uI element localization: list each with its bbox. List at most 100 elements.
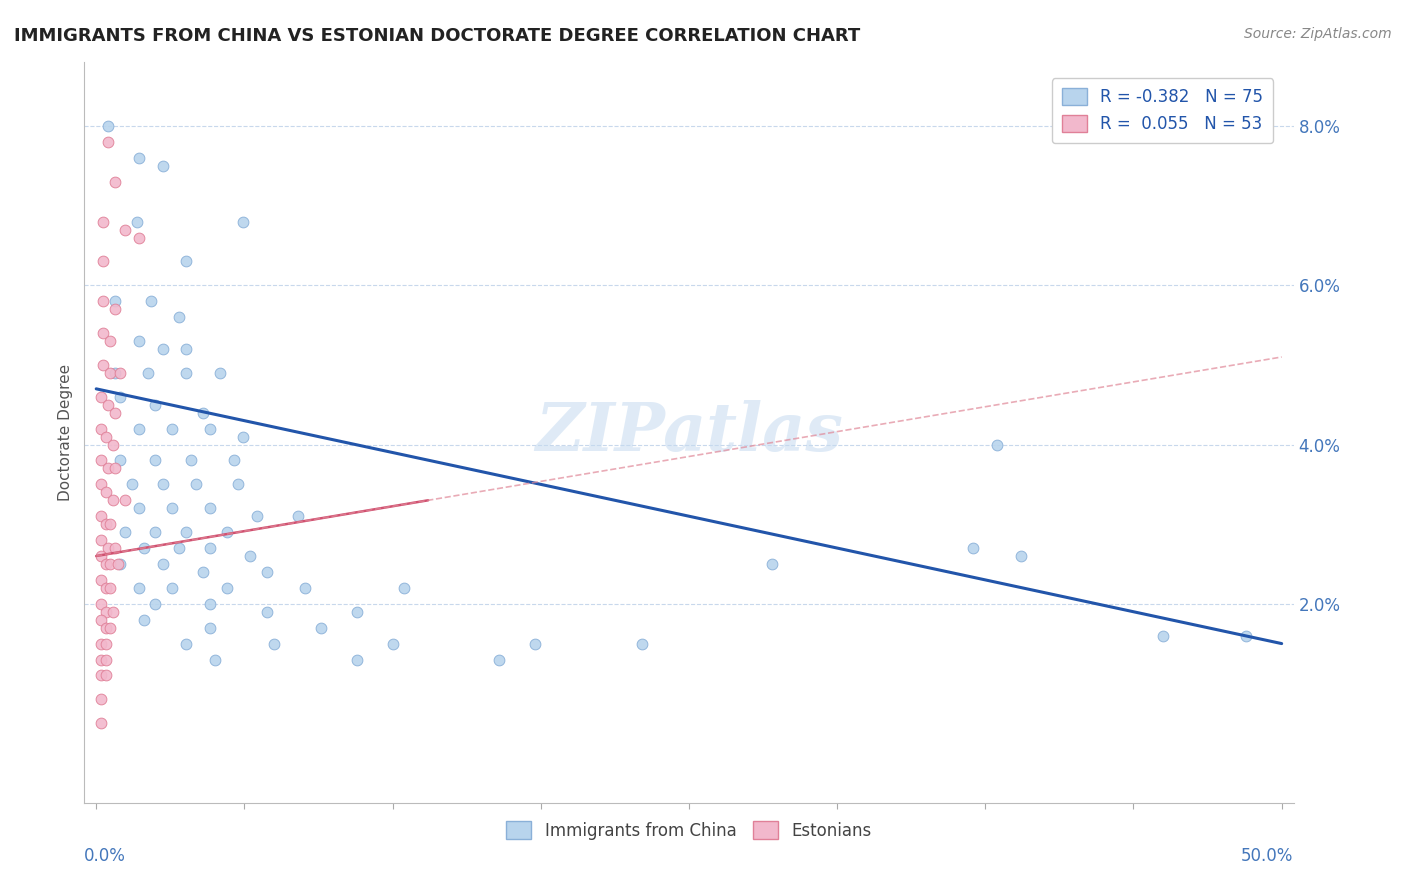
Point xyxy=(90,477,112,491)
Point xyxy=(100,581,122,595)
Point xyxy=(198,597,221,611)
Point xyxy=(152,557,174,571)
Point xyxy=(114,525,136,540)
Point xyxy=(90,652,112,666)
Point xyxy=(104,175,127,189)
Point xyxy=(228,477,250,491)
Point xyxy=(90,533,112,547)
Point xyxy=(100,366,122,380)
Point xyxy=(90,453,112,467)
Point xyxy=(176,525,198,540)
Point xyxy=(121,477,143,491)
Point xyxy=(630,637,652,651)
Point xyxy=(128,581,150,595)
Point xyxy=(125,214,148,228)
Point xyxy=(100,557,122,571)
Point xyxy=(145,525,167,540)
Point xyxy=(294,581,316,595)
Text: Source: ZipAtlas.com: Source: ZipAtlas.com xyxy=(1244,27,1392,41)
Point xyxy=(145,398,167,412)
Point xyxy=(97,119,120,133)
Point xyxy=(91,254,114,268)
Point xyxy=(198,501,221,516)
Point xyxy=(198,621,221,635)
Point xyxy=(191,565,214,579)
Point xyxy=(128,422,150,436)
Point xyxy=(94,621,117,635)
Point xyxy=(107,557,129,571)
Point xyxy=(128,501,150,516)
Point xyxy=(128,230,150,244)
Point xyxy=(91,214,114,228)
Point xyxy=(176,637,198,651)
Point xyxy=(198,422,221,436)
Point xyxy=(108,557,131,571)
Point xyxy=(132,541,155,555)
Point xyxy=(90,692,112,706)
Point xyxy=(761,557,783,571)
Point xyxy=(152,159,174,173)
Point xyxy=(1010,549,1032,563)
Point xyxy=(180,453,202,467)
Point xyxy=(160,422,183,436)
Point xyxy=(114,222,136,236)
Point xyxy=(108,390,131,404)
Point xyxy=(523,637,546,651)
Point xyxy=(90,668,112,682)
Point xyxy=(90,597,112,611)
Point xyxy=(222,453,245,467)
Point xyxy=(215,581,238,595)
Point xyxy=(215,525,238,540)
Point xyxy=(97,461,120,475)
Point xyxy=(176,366,198,380)
Point xyxy=(104,461,127,475)
Point xyxy=(90,637,112,651)
Point xyxy=(94,637,117,651)
Point xyxy=(167,541,190,555)
Point xyxy=(104,541,127,555)
Point xyxy=(132,613,155,627)
Point xyxy=(160,501,183,516)
Point xyxy=(184,477,207,491)
Point xyxy=(986,437,1008,451)
Point xyxy=(91,294,114,309)
Point xyxy=(104,302,127,317)
Point xyxy=(139,294,162,309)
Point xyxy=(97,398,120,412)
Point xyxy=(101,605,124,619)
Point xyxy=(287,509,309,524)
Point xyxy=(94,517,117,532)
Point xyxy=(962,541,984,555)
Point xyxy=(152,342,174,356)
Point xyxy=(394,581,416,595)
Point xyxy=(104,294,127,309)
Point xyxy=(198,541,221,555)
Point xyxy=(346,652,368,666)
Point xyxy=(94,652,117,666)
Point xyxy=(232,429,254,443)
Text: ZIPatlas: ZIPatlas xyxy=(536,401,842,465)
Point xyxy=(104,406,127,420)
Point xyxy=(91,326,114,340)
Point xyxy=(94,557,117,571)
Text: 0.0%: 0.0% xyxy=(84,847,127,865)
Point xyxy=(94,581,117,595)
Point xyxy=(160,581,183,595)
Point xyxy=(90,716,112,731)
Point xyxy=(90,509,112,524)
Point xyxy=(114,493,136,508)
Text: IMMIGRANTS FROM CHINA VS ESTONIAN DOCTORATE DEGREE CORRELATION CHART: IMMIGRANTS FROM CHINA VS ESTONIAN DOCTOR… xyxy=(14,27,860,45)
Point xyxy=(100,621,122,635)
Point xyxy=(94,605,117,619)
Point xyxy=(256,605,278,619)
Point xyxy=(91,358,114,372)
Point xyxy=(108,453,131,467)
Point xyxy=(208,366,231,380)
Point xyxy=(128,334,150,348)
Point xyxy=(101,437,124,451)
Point xyxy=(100,334,122,348)
Point xyxy=(90,422,112,436)
Point xyxy=(239,549,262,563)
Point xyxy=(246,509,269,524)
Point xyxy=(1234,629,1257,643)
